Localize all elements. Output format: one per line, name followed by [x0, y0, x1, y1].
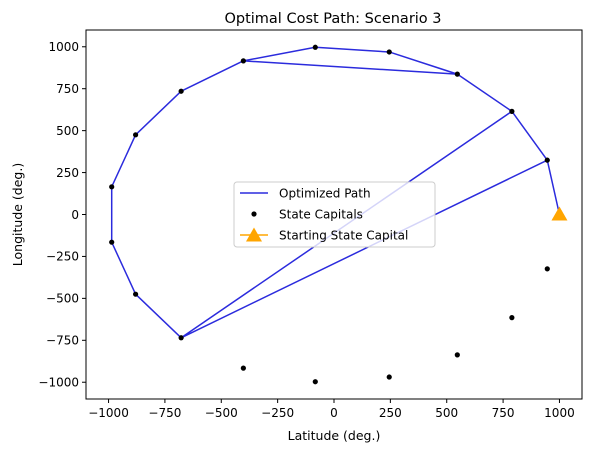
legend-label-capitals: State Capitals: [279, 208, 363, 222]
legend-label-path: Optimized Path: [279, 187, 371, 201]
state-capital-point: [544, 157, 550, 163]
state-capital-point: [509, 108, 515, 114]
y-tick-label: 0: [71, 208, 79, 222]
x-axis: −1000 −750 −500 −250 0 250 500 750 1000: [88, 399, 575, 420]
x-tick-label: −500: [205, 406, 238, 420]
legend-dot-swatch: [251, 211, 257, 217]
y-tick-label: 1000: [48, 40, 79, 54]
x-axis-label: Latitude (deg.): [288, 428, 381, 443]
y-tick-label: −250: [46, 250, 79, 264]
state-capital-point: [509, 315, 515, 321]
x-tick-label: 500: [435, 406, 458, 420]
y-tick-label: −500: [46, 292, 79, 306]
y-axis-label: Longitude (deg.): [10, 163, 25, 266]
y-tick-label: −1000: [38, 376, 79, 390]
state-capital-point: [386, 49, 392, 55]
x-tick-label: 0: [330, 406, 338, 420]
chart-title: Optimal Cost Path: Scenario 3: [224, 11, 441, 27]
y-tick-label: 250: [56, 166, 79, 180]
x-tick-label: 1000: [544, 406, 575, 420]
state-capital-point: [133, 132, 139, 138]
state-capital-point: [312, 379, 318, 385]
legend-label-start: Starting State Capital: [279, 229, 408, 243]
legend-triangle-swatch: [246, 227, 262, 242]
starting-capital-marker: [551, 206, 568, 221]
x-tick-label: −1000: [88, 406, 129, 420]
y-tick-label: 750: [56, 82, 79, 96]
state-capital-point: [544, 266, 550, 272]
state-capital-point: [109, 239, 115, 245]
state-capital-point: [178, 88, 184, 94]
x-tick-label: 250: [379, 406, 402, 420]
state-capital-point: [454, 71, 460, 77]
state-capital-point: [312, 44, 318, 50]
x-tick-label: 750: [492, 406, 515, 420]
state-capital-point: [178, 335, 184, 341]
x-tick-label: −750: [148, 406, 181, 420]
y-axis: −1000 −750 −500 −250 0 250 500 750 1000: [38, 40, 86, 390]
legend: Optimized Path State Capitals Starting S…: [233, 181, 436, 248]
y-tick-label: −750: [46, 334, 79, 348]
state-capital-point: [109, 184, 115, 190]
legend-box: [233, 181, 436, 248]
x-tick-label: −250: [261, 406, 294, 420]
y-tick-label: 500: [56, 124, 79, 138]
state-capital-point: [240, 58, 246, 64]
state-capital-point: [133, 291, 139, 297]
state-capital-point: [386, 374, 392, 380]
state-capital-point: [454, 352, 460, 358]
state-capital-point: [240, 365, 246, 371]
